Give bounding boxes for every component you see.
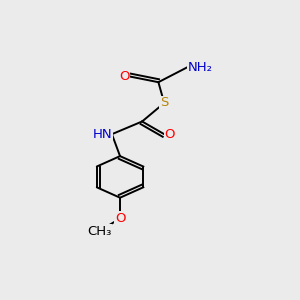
Text: O: O <box>119 70 129 83</box>
Text: HN: HN <box>92 128 112 141</box>
Text: O: O <box>164 128 175 141</box>
Text: NH₂: NH₂ <box>188 61 212 74</box>
Text: CH₃: CH₃ <box>87 225 111 238</box>
Text: O: O <box>115 212 125 225</box>
Text: S: S <box>160 97 168 110</box>
